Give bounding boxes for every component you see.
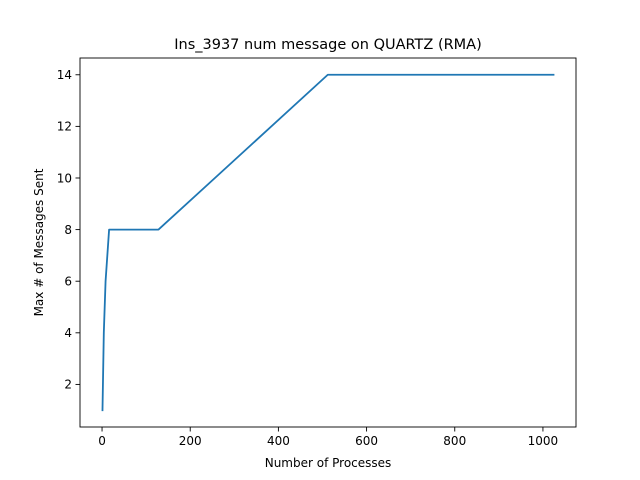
y-tick-label: 6 <box>64 275 72 289</box>
y-tick-label: 8 <box>64 223 72 237</box>
y-tick-label: 4 <box>64 326 72 340</box>
y-tick-label: 12 <box>57 120 72 134</box>
x-tick-label: 1000 <box>528 434 559 448</box>
series-line <box>101 73 555 412</box>
plot-frame <box>79 57 577 428</box>
x-axis-label: Number of Processes <box>265 456 392 470</box>
chart-title: Ins_3937 num message on QUARTZ (RMA) <box>174 37 482 53</box>
y-tick-label: 14 <box>57 68 72 82</box>
y-tick-label: 2 <box>64 378 72 392</box>
x-axis-ticks: 0 200 400 600 800 1000 <box>98 427 558 448</box>
x-tick-label: 0 <box>98 434 106 448</box>
x-tick-label: 800 <box>443 434 466 448</box>
x-tick-label: 400 <box>267 434 290 448</box>
plot-area <box>101 73 555 412</box>
x-tick-label: 600 <box>355 434 378 448</box>
y-axis-label: Max # of Messages Sent <box>32 168 46 316</box>
x-tick-label: 200 <box>179 434 202 448</box>
y-axis-ticks: 2 4 6 8 10 12 14 <box>57 68 80 392</box>
y-tick-label: 10 <box>57 171 72 185</box>
